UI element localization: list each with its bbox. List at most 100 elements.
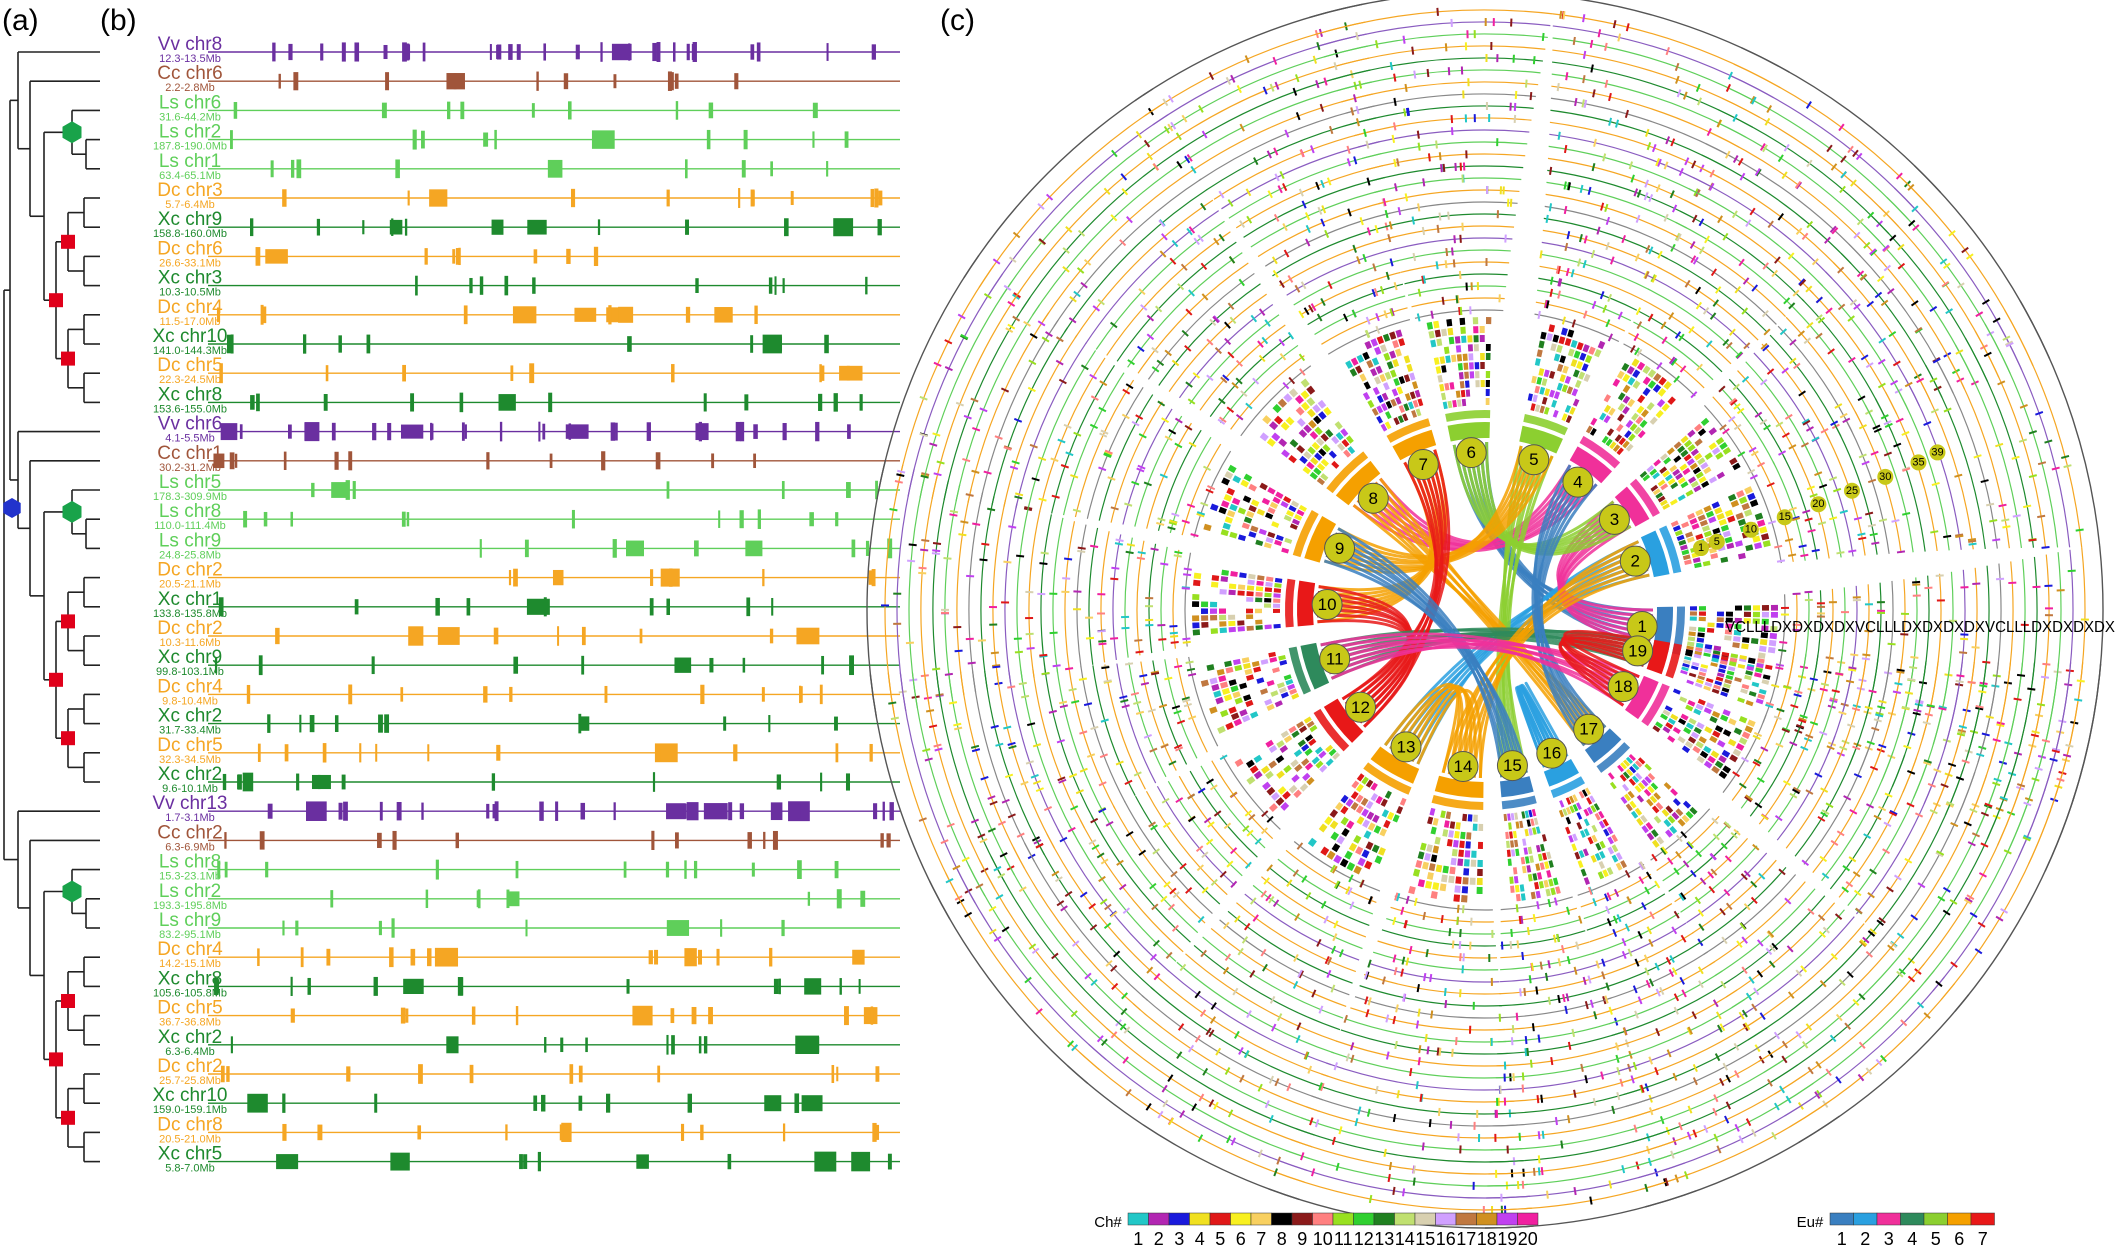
chromosome-number: 19 [1628, 641, 1647, 660]
ring-tick [1831, 689, 1840, 694]
ring-tick [1155, 305, 1163, 313]
ring-tick [1583, 310, 1588, 319]
ring-tick [1728, 397, 1737, 405]
synteny-link [1524, 682, 1569, 758]
gene-track-cell [1636, 794, 1645, 803]
gene-track-cell [1374, 855, 1383, 865]
ring-tick [981, 542, 990, 546]
ring-tick [1710, 868, 1718, 876]
ring-tick [2051, 466, 2060, 471]
gene-track-cell [1365, 779, 1374, 788]
ring-line [1300, 271, 1401, 316]
ring-tick [1389, 308, 1394, 317]
ring-tick [1982, 660, 1991, 664]
ring-line [1168, 57, 1370, 144]
gene-track-cell [1672, 726, 1681, 735]
gene-track-cell [1741, 683, 1750, 690]
ring-tick [1283, 249, 1290, 258]
ring-tick [933, 472, 942, 477]
gene-track-cell [1572, 398, 1580, 407]
ring-tick [1751, 96, 1757, 105]
gene-track-cell [1631, 358, 1640, 368]
ring-line [1737, 370, 1797, 455]
gene-block [523, 1154, 528, 1169]
ring-line [1106, 1027, 1313, 1148]
gene-track-cell [1642, 387, 1651, 397]
gene-track-cell [1440, 810, 1446, 819]
ring-tick [1160, 743, 1169, 749]
gene-track-cell [1625, 803, 1633, 812]
gene-track-cell [1381, 392, 1389, 401]
gene-track-cell [1583, 818, 1590, 827]
gene-track-cell [1565, 816, 1572, 825]
ring-tick [1738, 782, 1747, 789]
ring-tick [1051, 952, 1059, 960]
ring-tick [1803, 337, 1812, 345]
gene-track-cell [1741, 731, 1751, 740]
ring-tick [1932, 357, 1941, 364]
synteny-link [1563, 629, 1651, 679]
ring-tick [1606, 892, 1612, 901]
ring-tick [1354, 1117, 1359, 1127]
gene-track-cell [1229, 503, 1238, 512]
gene-block [666, 189, 670, 207]
synteny-link [1384, 682, 1464, 776]
gene-track-cell [1689, 611, 1697, 616]
gene-track-cell [1316, 462, 1326, 472]
ring-line [1535, 301, 1626, 332]
ring-tick [1417, 1008, 1421, 1017]
track-region: 11.5-17.0Mb [160, 316, 221, 328]
gene-block [865, 276, 868, 295]
ring-tick [931, 552, 940, 555]
gene-block [381, 102, 387, 119]
ring-tick [1422, 178, 1426, 187]
gene-track-cell [1710, 750, 1720, 759]
gene-block [859, 394, 863, 411]
gene-track-cell [1192, 629, 1201, 636]
ring-line [1181, 443, 1222, 536]
gene-track-cell [1485, 353, 1491, 361]
ring-line [1550, 97, 1733, 158]
ring-line [1537, 289, 1632, 322]
gene-block [852, 949, 865, 965]
track-region: 193.3-195.8Mb [153, 900, 227, 912]
ring-tick [933, 361, 942, 367]
ring-tick [1845, 881, 1854, 888]
gene-track-cell [1725, 623, 1733, 629]
gene-block [283, 451, 287, 470]
ring-tick [1147, 708, 1156, 713]
outer-frame [2019, 300, 2101, 546]
wgt-square [61, 1110, 75, 1125]
ring-tick [1169, 257, 1177, 265]
gene-track-cell [1744, 486, 1753, 495]
ring-tick [1896, 932, 1905, 939]
gene-track-cell [1512, 867, 1518, 875]
ring-tick [1459, 953, 1462, 962]
ring-tick [1578, 234, 1583, 243]
ring-tick [1608, 1006, 1613, 1015]
gene-track-cell [1468, 362, 1474, 370]
track-name: Dc chr4 [157, 939, 223, 960]
ring-tick [1358, 80, 1363, 89]
gene-block [874, 188, 879, 208]
ring-tick [1394, 892, 1399, 901]
ring-tick [1815, 332, 1823, 340]
ring-tick [1111, 566, 1120, 570]
gene-track-cell [1362, 351, 1370, 361]
gene-block [265, 249, 288, 264]
gene-track-cell [1586, 797, 1593, 805]
ring-tick [1891, 519, 1900, 523]
gene-track-cell [1221, 687, 1231, 695]
ring-tick [1752, 760, 1761, 767]
gene-track-cell [1216, 668, 1225, 676]
ring-tick [1669, 190, 1675, 199]
ring-tick [1218, 190, 1225, 199]
gene-track-cell [1450, 857, 1457, 866]
gene-block [325, 365, 329, 382]
ring-tick [1307, 1065, 1313, 1074]
gene-track-cell [1709, 735, 1718, 744]
chromosome-number: 15 [1503, 756, 1522, 775]
gene-block [378, 920, 382, 936]
ring-tick [1183, 702, 1192, 708]
